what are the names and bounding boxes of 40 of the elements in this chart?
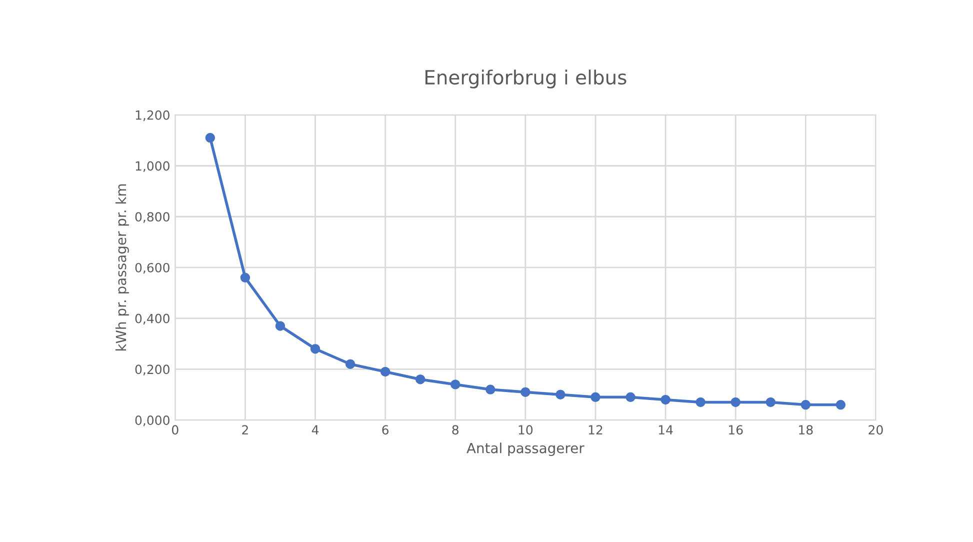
x-tick-label: 6: [382, 425, 388, 435]
y-tick-label: 1,200: [136, 110, 170, 122]
x-axis-title: Antal passagerer: [466, 442, 584, 456]
x-tick-label: 20: [868, 425, 883, 435]
x-tick-label: 0: [172, 425, 178, 435]
point: [766, 397, 776, 408]
x-tick-label: 18: [799, 425, 813, 435]
point: [520, 387, 530, 397]
x-tick-label: 16: [729, 425, 743, 435]
point: [556, 390, 566, 400]
x-tick-label: 8: [452, 425, 458, 435]
y-tick-label: 0,600: [135, 262, 170, 274]
point: [240, 272, 250, 283]
x-tick-label: 10: [518, 425, 533, 435]
y-tick-label: 0,800: [135, 212, 170, 223]
y-tick-label: 1,000: [136, 161, 170, 172]
x-tick-label: 4: [312, 425, 319, 434]
point: [660, 394, 670, 405]
point: [415, 374, 426, 384]
x-tick-label: 12: [588, 425, 602, 434]
y-tick-label: 0,000: [135, 416, 170, 426]
point: [836, 400, 846, 410]
point: [450, 380, 460, 390]
x-tick-label: 2: [242, 425, 248, 434]
y-tick-label: 0,200: [135, 364, 170, 376]
point: [590, 392, 600, 402]
chart-title: Energiforbrug i elbus: [426, 70, 626, 88]
point: [486, 384, 496, 394]
x-tick-label: 14: [658, 425, 673, 434]
point: [800, 400, 811, 410]
point: [275, 321, 286, 331]
point: [696, 397, 706, 408]
y-axis-title: kWh pr. passager pr. km: [115, 184, 129, 350]
point: [626, 392, 636, 402]
point: [345, 359, 356, 369]
point: [310, 344, 320, 354]
point: [380, 366, 390, 377]
point: [205, 132, 216, 143]
point: [730, 397, 740, 408]
y-tick-label: 0,400: [135, 314, 170, 325]
